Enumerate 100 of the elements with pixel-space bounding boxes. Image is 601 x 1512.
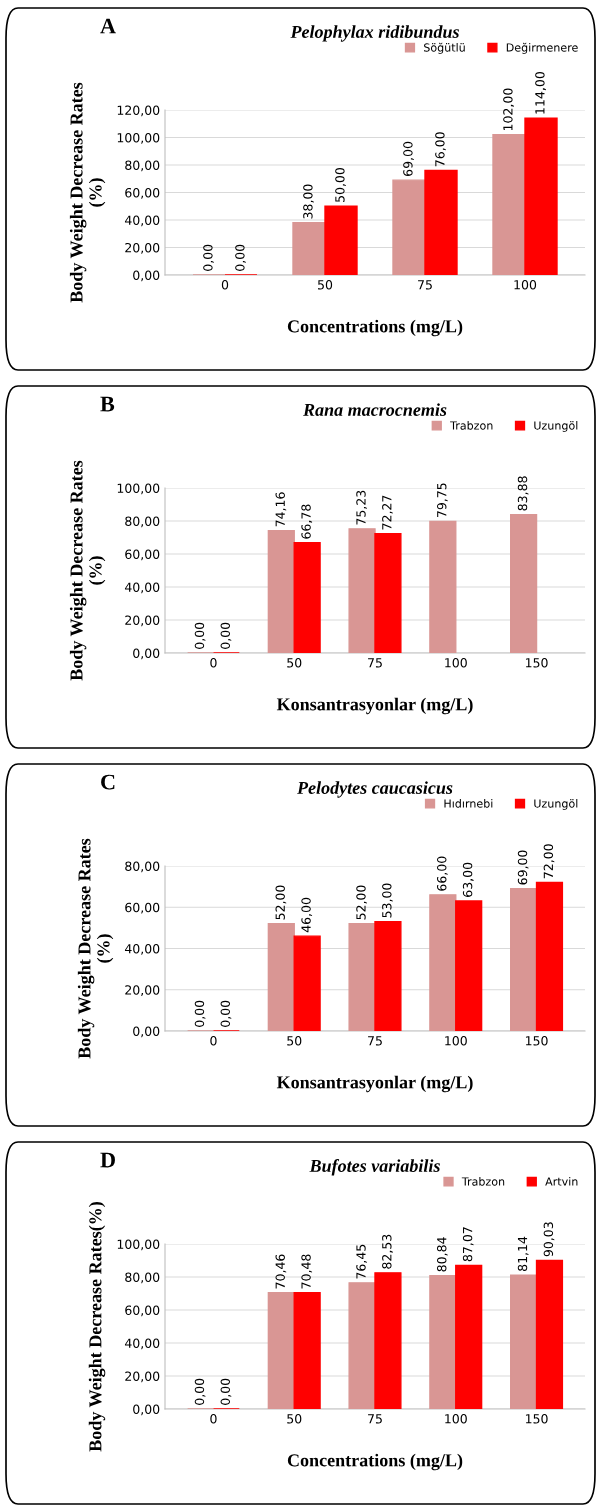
- data-label: 80,84: [437, 1237, 448, 1272]
- y-tick-label: 80,00: [125, 516, 160, 528]
- y-axis-title: Body Weight Decrease Rates (%): [69, 460, 106, 681]
- x-tick-label: 100: [445, 1414, 467, 1424]
- legend-label: Artvin: [545, 1177, 578, 1186]
- data-label: 90,03: [543, 1222, 555, 1257]
- data-label: 52,00: [356, 885, 367, 920]
- data-label: 81,14: [517, 1236, 529, 1271]
- y-tick-label: 20,00: [125, 1371, 160, 1383]
- y-tick-label: 100,00: [117, 1239, 160, 1251]
- y-axis-title: Body Weight Decrease Rates (%): [69, 82, 106, 303]
- y-tick-label: 0,00: [133, 648, 160, 660]
- data-label: 46,00: [301, 897, 313, 933]
- x-tick-label: 75: [368, 658, 382, 668]
- data-label: 0,00: [220, 622, 232, 649]
- y-tick-label: 40,00: [124, 1338, 160, 1350]
- data-label: 0,00: [220, 1000, 232, 1027]
- y-tick-label: 60,00: [125, 1305, 160, 1317]
- y-axis-title: Body Weight Decrease Rates(%): [88, 1202, 106, 1452]
- data-label: 0,00: [194, 1000, 206, 1027]
- y-tick-label: 60,00: [125, 187, 160, 199]
- y-tick-label: 80,00: [125, 861, 160, 873]
- data-label: 0,00: [194, 1378, 206, 1405]
- data-label: 63,00: [462, 862, 474, 897]
- data-label: 38,00: [303, 184, 314, 219]
- data-label: 70,46: [275, 1254, 287, 1289]
- y-tick-label: 60,00: [125, 902, 160, 914]
- data-label: 66,78: [301, 504, 313, 539]
- y-tick-label: 40,00: [124, 215, 160, 227]
- x-tick-label: 150: [525, 658, 548, 668]
- data-label: 114,00: [535, 72, 546, 114]
- x-tick-label: 50: [287, 1414, 302, 1424]
- x-tick-label: 50: [287, 1036, 302, 1046]
- legend-label: Hıdırnebi: [444, 799, 493, 808]
- y-tick-label: 80,00: [125, 1272, 160, 1284]
- y-tick-label: 0,00: [133, 1026, 160, 1038]
- data-label: 83,88: [517, 476, 529, 511]
- x-tick-label: 0: [210, 658, 217, 668]
- x-axis-title: Concentrations (mg/L): [287, 319, 463, 337]
- legend-label: Trabzon: [461, 1177, 505, 1186]
- data-label: 75,23: [356, 490, 367, 525]
- x-tick-label: 50: [318, 280, 333, 290]
- data-label: 76,45: [356, 1244, 367, 1279]
- x-tick-label: 100: [445, 658, 467, 668]
- data-label: 69,00: [517, 850, 529, 885]
- data-label: 0,00: [203, 244, 214, 271]
- x-tick-label: 75: [368, 1414, 382, 1424]
- x-tick-label: 50: [287, 658, 302, 668]
- data-label: 87,07: [462, 1227, 474, 1262]
- y-tick-label: 60,00: [125, 549, 160, 561]
- x-tick-label: 150: [525, 1036, 548, 1046]
- data-label: 79,75: [437, 483, 448, 518]
- y-tick-label: 100,00: [117, 132, 160, 144]
- legend-label: Değirmenere: [506, 42, 578, 54]
- x-tick-label: 150: [525, 1414, 548, 1424]
- data-label: 66,00: [437, 856, 448, 891]
- data-label: 0,00: [235, 244, 246, 271]
- data-label: 53,00: [382, 883, 393, 918]
- legend-label: Söğütlü: [424, 42, 465, 54]
- legend-label: Uzungöl: [534, 421, 578, 432]
- y-tick-label: 40,00: [124, 582, 160, 594]
- legend-label: Uzungöl: [534, 799, 578, 810]
- y-tick-label: 100,00: [117, 483, 160, 495]
- x-axis-title: Konsantrasyonlar (mg/L): [276, 1075, 473, 1093]
- y-tick-label: 20,00: [125, 242, 160, 254]
- legend-label: Trabzon: [450, 421, 493, 430]
- data-label: 0,00: [194, 622, 206, 649]
- x-tick-label: 100: [514, 280, 537, 290]
- data-label: 102,00: [503, 88, 514, 131]
- x-axis-title: Konsantrasyonlar (mg/L): [276, 697, 473, 715]
- x-tick-label: 0: [210, 1036, 217, 1046]
- text: B: [100, 396, 115, 412]
- y-tick-label: 0,00: [133, 270, 160, 282]
- data-label: 76,00: [435, 132, 446, 167]
- text: A: [100, 18, 116, 34]
- y-tick-label: 120,00: [117, 105, 160, 117]
- x-tick-label: 75: [418, 280, 432, 290]
- y-tick-label: 20,00: [125, 985, 160, 996]
- data-label: 69,00: [403, 141, 414, 176]
- y-tick-label: 0,00: [133, 1404, 160, 1416]
- x-tick-label: 0: [210, 1414, 217, 1424]
- y-tick-label: 40,00: [124, 943, 160, 955]
- data-label: 72,00: [543, 844, 555, 879]
- chart-title: Pelodytes caucasicus: [297, 781, 453, 798]
- data-label: 0,00: [220, 1378, 232, 1405]
- data-label: 74,16: [275, 492, 287, 527]
- data-label: 52,00: [275, 885, 287, 920]
- x-tick-label: 100: [445, 1036, 467, 1046]
- data-label: 50,00: [335, 167, 346, 202]
- x-tick-label: 0: [221, 280, 229, 290]
- chart-title: Rana macrocnemis: [303, 403, 447, 416]
- text: D: [100, 1152, 115, 1168]
- text: C: [101, 774, 115, 790]
- data-label: 82,53: [382, 1234, 393, 1269]
- y-tick-label: 80,00: [125, 160, 160, 172]
- chart-title: Pelophylax ridibundus: [290, 25, 459, 42]
- x-tick-label: 75: [368, 1036, 382, 1046]
- data-label: 70,48: [301, 1254, 313, 1289]
- x-axis-title: Concentrations (mg/L): [287, 1453, 463, 1471]
- chart-title: Bufotes variabilis: [309, 1159, 440, 1176]
